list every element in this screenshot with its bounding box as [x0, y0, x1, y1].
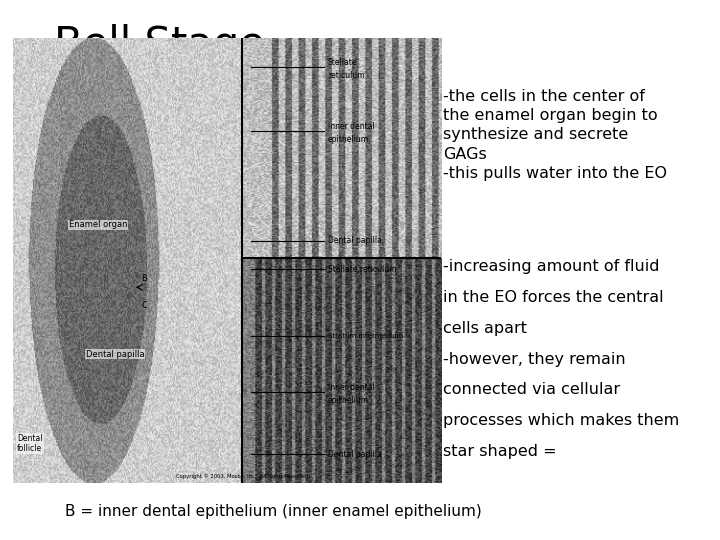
Text: Bell Stage: Bell Stage [54, 24, 265, 66]
Text: in the EO forces the central: in the EO forces the central [443, 290, 663, 305]
Text: Inner dental: Inner dental [328, 123, 374, 131]
Text: Dental
follicle: Dental follicle [17, 434, 42, 453]
Text: Stellate reticulum: Stellate reticulum [328, 265, 396, 274]
Text: Enamel organ: Enamel organ [68, 220, 127, 230]
Text: Dental papilla: Dental papilla [328, 450, 382, 459]
Text: connected via cellular: connected via cellular [443, 382, 620, 397]
Text: -the cells in the center of
the enamel organ begin to
synthesize and secrete
GAG: -the cells in the center of the enamel o… [443, 89, 667, 181]
Text: epithelium: epithelium [328, 136, 369, 144]
Text: reticulum: reticulum [328, 71, 364, 80]
Text: Inner dental: Inner dental [328, 383, 374, 392]
Text: C: C [142, 301, 148, 309]
Text: -increasing amount of fluid: -increasing amount of fluid [443, 259, 660, 274]
Text: star shaped =: star shaped = [443, 444, 562, 459]
Text: Copyright © 2003, Mosby, Inc., All rights reserved.: Copyright © 2003, Mosby, Inc., All right… [176, 473, 310, 479]
Text: B: B [142, 274, 148, 283]
Text: epithelium: epithelium [328, 396, 369, 405]
Text: Dental papilla: Dental papilla [86, 349, 145, 359]
Text: Dental papilla: Dental papilla [328, 236, 382, 245]
Text: B = inner dental epithelium (inner enamel epithelium): B = inner dental epithelium (inner ename… [66, 504, 482, 519]
Text: Stellate: Stellate [328, 58, 357, 67]
Text: -however, they remain: -however, they remain [443, 352, 626, 367]
Text: Stratum intermedium: Stratum intermedium [328, 333, 403, 339]
Text: processes which makes them: processes which makes them [443, 413, 679, 428]
Text: cells apart: cells apart [443, 321, 527, 336]
